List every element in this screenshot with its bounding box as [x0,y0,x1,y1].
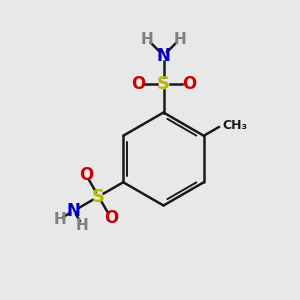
Text: H: H [53,212,66,226]
Text: S: S [92,188,105,206]
Text: O: O [131,75,145,93]
Text: H: H [174,32,186,46]
Text: H: H [141,32,153,46]
Text: N: N [67,202,81,220]
Text: S: S [157,75,170,93]
Text: O: O [182,75,196,93]
Text: O: O [79,166,93,184]
Text: O: O [104,209,118,227]
Text: CH₃: CH₃ [222,119,247,132]
Text: H: H [76,218,88,232]
Text: N: N [157,46,170,64]
